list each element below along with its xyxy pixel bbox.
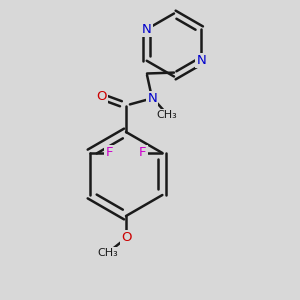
Text: O: O xyxy=(121,231,131,244)
Text: CH₃: CH₃ xyxy=(156,110,177,120)
Text: F: F xyxy=(105,146,113,160)
Text: N: N xyxy=(148,92,157,105)
Text: F: F xyxy=(139,146,147,160)
Text: O: O xyxy=(96,90,107,103)
Text: N: N xyxy=(196,54,206,67)
Text: N: N xyxy=(142,23,152,36)
Text: CH₃: CH₃ xyxy=(97,248,118,258)
